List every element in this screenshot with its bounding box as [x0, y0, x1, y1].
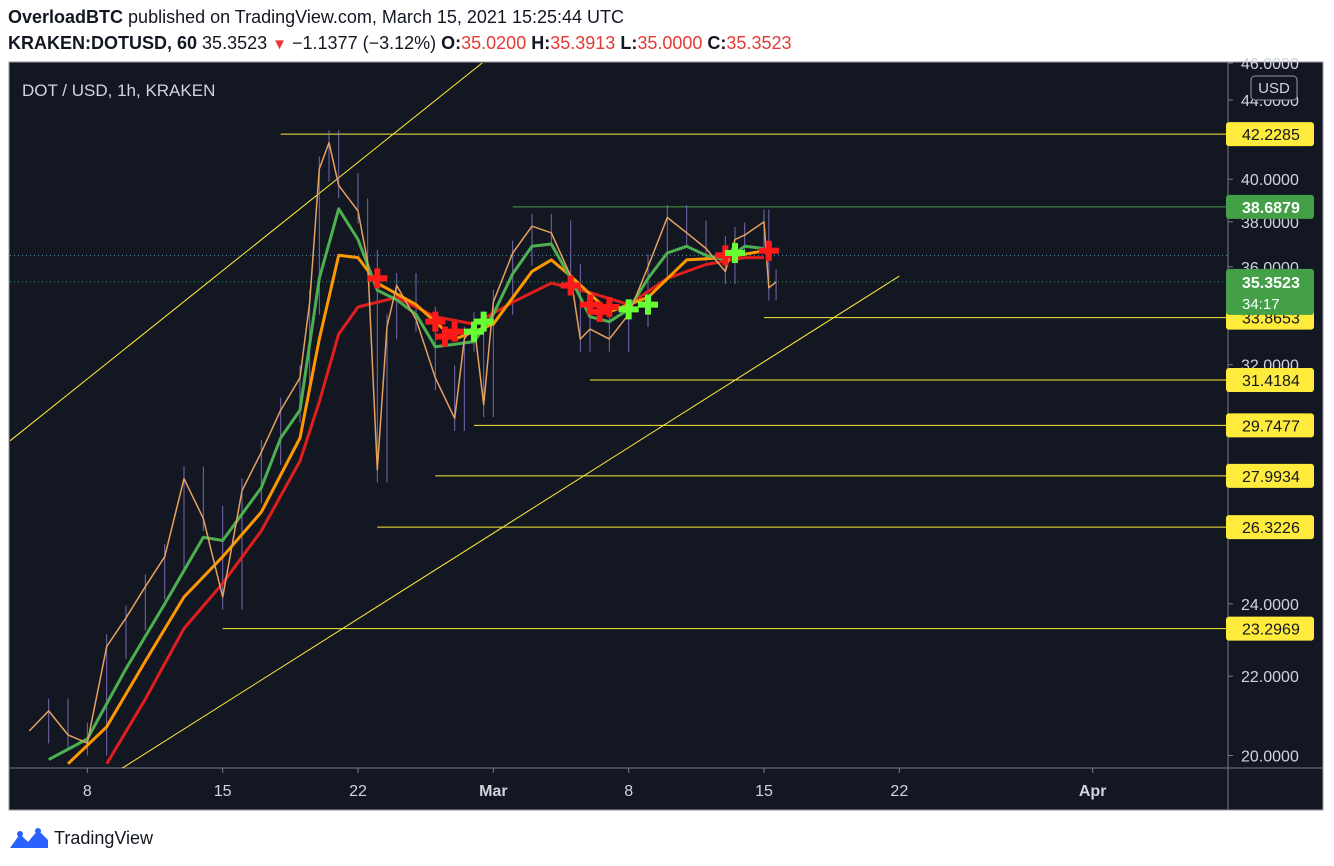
level-price-tag: [1226, 122, 1314, 147]
brand-name: TradingView: [54, 827, 154, 848]
current-price-tag: [1226, 268, 1314, 315]
buy-signal-marker: [473, 311, 494, 332]
level-price-label: 27.9934: [1242, 469, 1300, 486]
sell-signal-marker: [589, 301, 610, 322]
trendline-0: [10, 63, 483, 442]
chart-title: DOT / USD, 1h, KRAKEN: [22, 81, 215, 100]
symbol-label: KRAKEN:DOTUSD, 60: [8, 33, 198, 53]
close-value: 35.3523: [726, 33, 792, 53]
low-label: L:: [620, 33, 638, 53]
level-price-label: 38.6879: [1242, 200, 1300, 217]
time-tick-label: 22: [349, 783, 367, 800]
level-price-label: 29.7477: [1242, 418, 1300, 435]
level-price-tag: [1226, 367, 1314, 392]
level-price-tag: [1226, 194, 1314, 219]
price-tick-label: 38.0000: [1241, 215, 1299, 232]
series-price: [28, 141, 777, 744]
high-label: H:: [531, 33, 551, 53]
tradingview-brand[interactable]: TradingView: [8, 826, 153, 850]
bar-countdown-label: 34:17: [1242, 296, 1280, 313]
current-price-label: 35.3523: [1242, 275, 1300, 292]
sell-signal-marker: [580, 294, 600, 315]
sell-signal-marker: [444, 321, 465, 342]
sell-signal-marker: [599, 296, 620, 317]
price-tick-label: 46.0000: [1241, 56, 1299, 73]
publish-info: OverloadBTC published on TradingView.com…: [8, 7, 624, 28]
axes-layer: 20.000022.000024.000032.000036.000038.00…: [83, 56, 1314, 800]
sell-signal-marker: [758, 240, 779, 261]
time-tick-label: 22: [890, 783, 908, 800]
level-price-tag: [1226, 515, 1314, 540]
sell-signal-marker: [435, 326, 455, 347]
level-price-label: 31.4184: [1242, 373, 1300, 390]
time-tick-label: 8: [624, 783, 633, 800]
price-tick-label: 20.0000: [1241, 748, 1299, 765]
buy-signal-marker: [638, 294, 658, 315]
series-ema-slow: [105, 256, 764, 765]
down-arrow-icon: ▼: [272, 36, 287, 53]
price-tick-label: 24.0000: [1241, 597, 1299, 614]
time-tick-label: 8: [83, 783, 92, 800]
currency-label: USD: [1258, 80, 1290, 97]
currency-box[interactable]: [1250, 75, 1298, 101]
buy-signal-marker: [464, 321, 484, 342]
level-price-label: 23.2969: [1242, 622, 1300, 639]
trendline-1: [121, 275, 900, 768]
time-tick-label: 15: [755, 783, 773, 800]
sell-signal-marker: [425, 311, 446, 332]
time-tick-label: Apr: [1079, 783, 1107, 800]
sell-signal-marker: [367, 268, 388, 289]
sell-signal-marker: [560, 275, 581, 296]
publisher-name[interactable]: OverloadBTC: [8, 7, 124, 27]
level-price-tag: [1226, 413, 1314, 438]
close-label: C:: [707, 33, 727, 53]
time-tick-label: Mar: [479, 783, 507, 800]
level-price-label: 42.2285: [1242, 127, 1300, 144]
open-label: O:: [441, 33, 462, 53]
tradingview-logo-icon: [10, 828, 48, 848]
last-price: 35.3523: [202, 33, 268, 53]
price-tick-label: 40.0000: [1241, 172, 1299, 189]
chart-frame: [8, 61, 1324, 811]
plot-area[interactable]: [10, 54, 1228, 802]
price-tick-label: 22.0000: [1241, 669, 1299, 686]
buy-signal-marker: [725, 243, 745, 264]
low-value: 35.0000: [637, 33, 703, 53]
symbol-header: KRAKEN:DOTUSD, 60 35.3523 ▼ −1.1377 (−3.…: [8, 33, 792, 54]
level-price-tag: [1226, 463, 1314, 488]
level-price-tag: [1226, 616, 1314, 641]
high-value: 35.3913: [550, 33, 616, 53]
price-change: −1.1377 (−3.12%): [292, 33, 437, 53]
open-value: 35.0200: [461, 33, 527, 53]
time-tick-label: 15: [214, 783, 232, 800]
buy-signal-marker: [618, 299, 639, 320]
published-text: published on TradingView.com, March 15, …: [128, 7, 625, 27]
level-price-label: 26.3226: [1242, 520, 1300, 537]
